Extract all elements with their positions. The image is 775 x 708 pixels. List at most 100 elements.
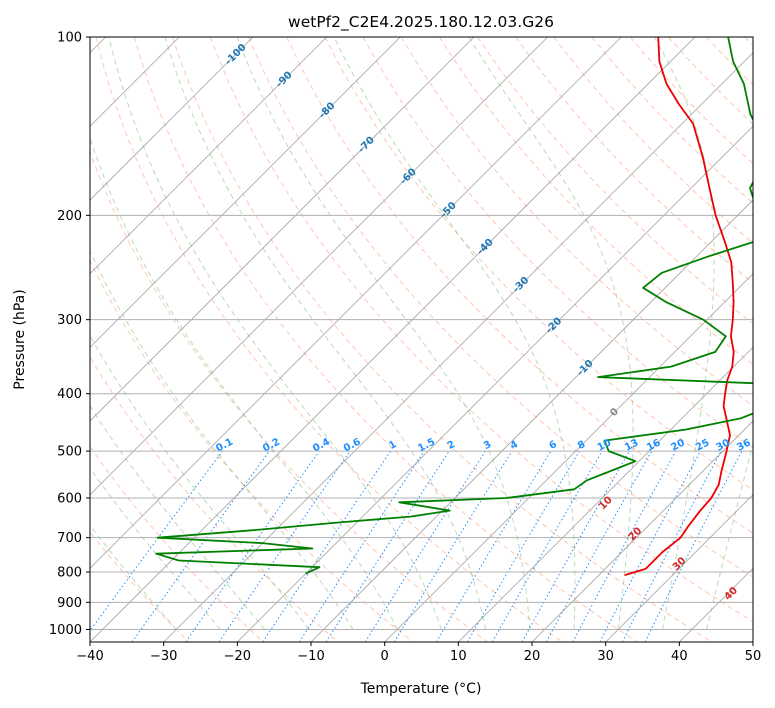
mixing-ratio-line: [90, 450, 223, 632]
dry-adiabat-line: [95, 37, 563, 642]
dry-adiabat-line: [133, 37, 638, 642]
x-tick-label: 20: [524, 649, 541, 664]
x-tick-label: −20: [224, 649, 251, 664]
isotherm-line: [90, 37, 327, 275]
moist-adiabat-line: [90, 250, 354, 630]
x-tick-label: −10: [297, 649, 324, 664]
dry-adiabat-line: [744, 37, 753, 47]
dry-adiabat-line: [90, 259, 414, 642]
mixing-ratio-line: [298, 450, 425, 642]
isotherm-line: [605, 494, 753, 642]
dry-adiabat-line: [90, 445, 264, 642]
dry-adiabat-line: [171, 37, 712, 642]
dry-adiabat-line: [210, 37, 753, 623]
y-tick-label: 100: [57, 31, 82, 46]
moist-adiabat-line: [90, 524, 177, 630]
y-tick-label: 800: [57, 566, 82, 581]
mixing-ratio-line: [393, 450, 513, 642]
isotherms: [90, 37, 753, 642]
y-tick-label: 1000: [49, 623, 82, 638]
mixing-ratio-label: 0.2: [261, 437, 282, 455]
moist-adiabats: [90, 37, 753, 630]
isotherm-line: [90, 37, 401, 348]
mixing-ratio-line: [218, 450, 351, 642]
isotherm-line: [90, 37, 696, 642]
mixing-ratio-lines: [90, 450, 743, 642]
axes: −40 −30 −20 −10 0 10 20 30 40 5010020030040050060…: [49, 31, 761, 665]
mixing-ratio-label: 0.6: [342, 437, 363, 455]
isotherm-line: [90, 37, 548, 496]
dry-adiabat-label: 40: [722, 585, 740, 603]
isotherm-label: -30: [511, 275, 532, 296]
y-tick-label: 400: [57, 387, 82, 402]
mixing-ratio-label: 1.5: [416, 436, 437, 454]
mixing-ratio-label: 1: [387, 439, 398, 452]
isotherm-line: [163, 52, 753, 642]
isobars: [90, 37, 753, 630]
isotherm-label: 0: [608, 406, 621, 419]
x-tick-label: 50: [745, 649, 762, 664]
dry-adiabat-line: [90, 531, 190, 642]
isotherm-label: -60: [398, 167, 419, 188]
moist-adiabat-line: [468, 37, 634, 630]
moist-adiabat-line: [90, 405, 265, 630]
profiles: [155, 37, 753, 577]
dry-adiabat-line: [362, 37, 753, 449]
x-tick-label: −30: [150, 649, 177, 664]
mixing-ratio-line: [644, 450, 743, 642]
x-tick-label: −40: [76, 649, 103, 664]
dewpoint-profile: [155, 37, 753, 575]
moist-adiabat-line: [706, 441, 753, 630]
isotherm-label: -50: [438, 200, 459, 221]
mixing-ratio-label: 3: [482, 439, 493, 452]
dry-adiabats: [90, 37, 753, 642]
y-tick-label: 300: [57, 313, 82, 328]
dry-adiabat-line: [90, 356, 339, 642]
isotherm-line: [90, 37, 622, 569]
plot-frame: [89, 36, 754, 643]
moist-adiabat-line: [333, 37, 576, 630]
moist-adiabat-line: [108, 37, 442, 630]
isotherm-label: -90: [274, 70, 295, 91]
mixing-ratio-label: 0.1: [214, 436, 235, 454]
chart-title: wetPf2_C2E4.2025.180.12.03.G26: [288, 13, 554, 32]
mixing-ratio-line: [325, 450, 450, 642]
dry-adiabat-line: [400, 37, 753, 407]
isotherm-line: [310, 199, 753, 642]
temperature-profile: [624, 37, 735, 577]
x-tick-label: 30: [597, 649, 614, 664]
mixing-ratio-label: 8: [576, 439, 587, 452]
dry-adiabat-line: [706, 37, 753, 86]
mixing-ratio-line: [545, 450, 653, 642]
isotherm-line: [752, 641, 753, 642]
plot-area: -100-90-80-70-60-50-40-30-20-10010203040…: [90, 37, 753, 642]
y-tick-label: 700: [57, 531, 82, 546]
x-tick-label: 0: [381, 649, 389, 664]
dry-adiabat-line: [515, 37, 753, 284]
dry-adiabat-line: [629, 37, 753, 165]
isotherm-label: -10: [575, 358, 596, 379]
mixing-ratio-line: [185, 450, 320, 642]
moist-adiabat-line: [90, 467, 221, 630]
y-axis-label: Pressure (hPa): [12, 289, 28, 389]
moist-adiabat-line: [90, 334, 310, 630]
dry-adiabat-line: [477, 37, 753, 325]
dry-adiabat-label: 10: [597, 495, 615, 513]
moist-adiabat-line: [236, 37, 531, 630]
mixing-ratio-label: 4: [509, 439, 520, 452]
isotherm-line: [237, 125, 753, 642]
isotherm-line: [90, 37, 254, 201]
dry-adiabat-label: 30: [671, 555, 689, 573]
mixing-ratio-line: [521, 450, 630, 642]
y-tick-label: 900: [57, 596, 82, 611]
mixing-ratio-line: [599, 450, 701, 642]
isotherm-label: -100: [223, 42, 249, 68]
mixing-ratio-line: [435, 450, 552, 642]
dry-adiabat-line: [248, 37, 753, 578]
x-axis-label: Temperature (°C): [360, 681, 482, 697]
moist-adiabat-line: [164, 37, 487, 630]
isotherm-line: [531, 420, 753, 642]
mixing-ratio-line: [262, 450, 392, 642]
isotherm-label: -20: [544, 316, 565, 337]
